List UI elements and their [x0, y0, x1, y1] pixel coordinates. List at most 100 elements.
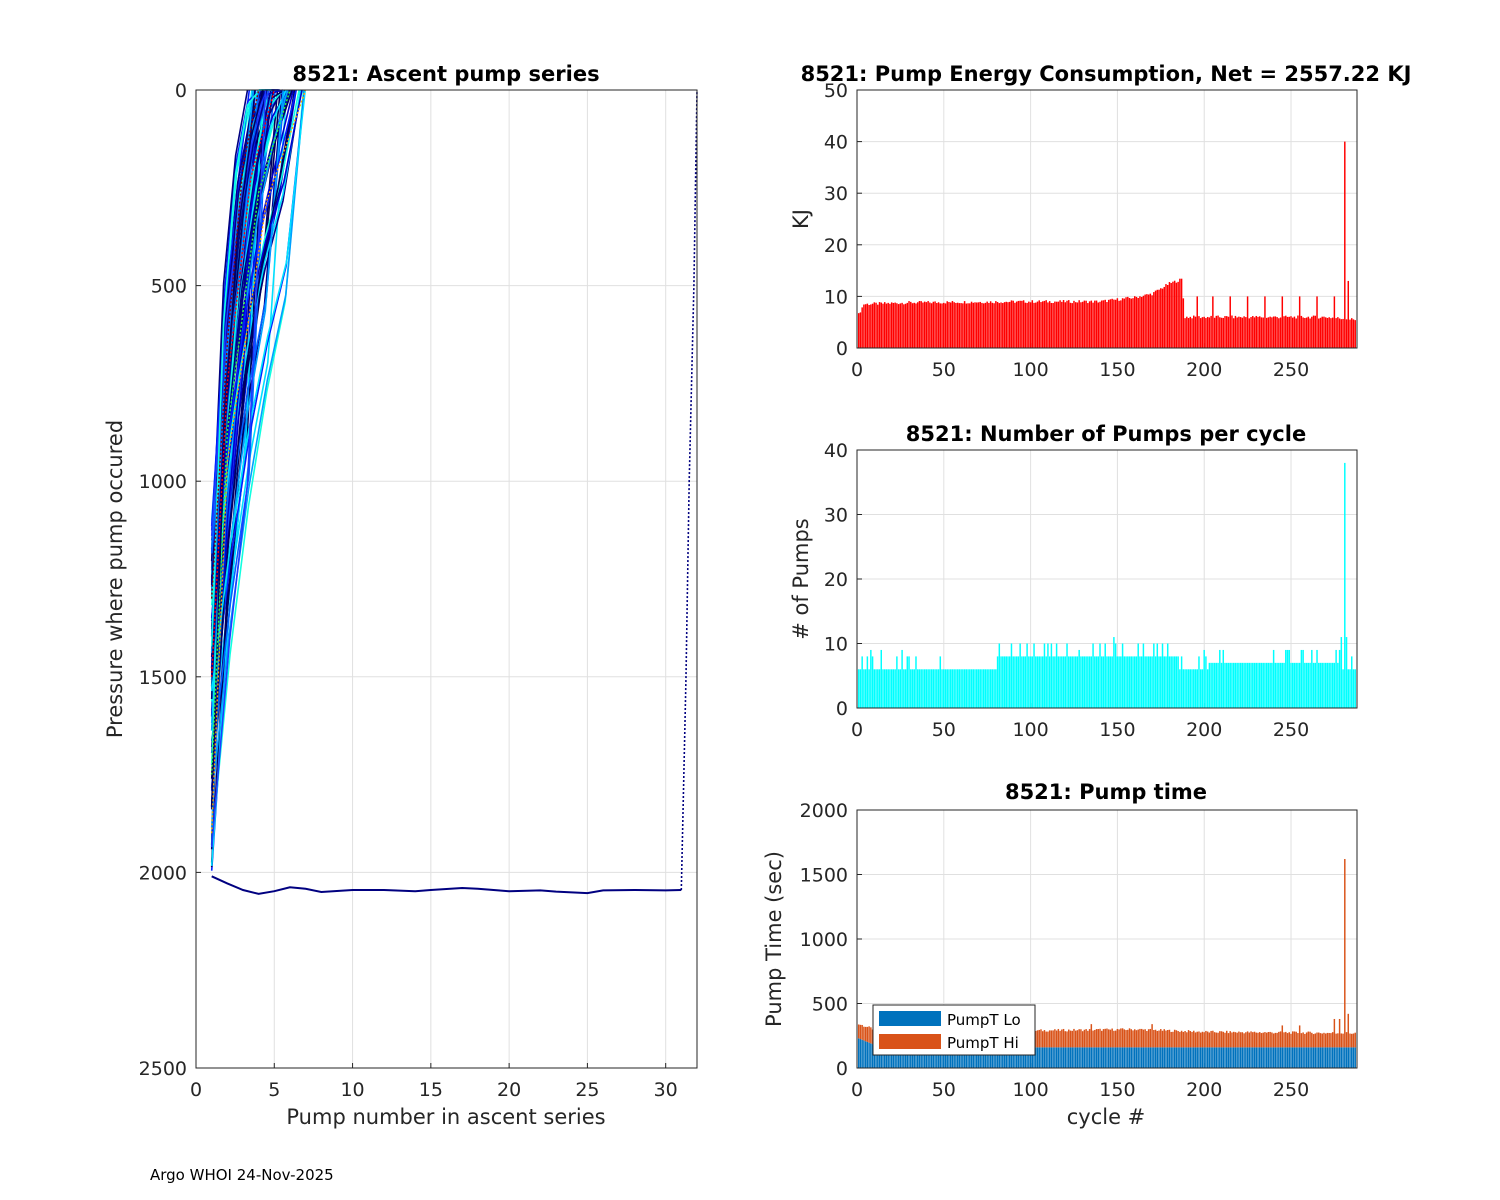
pumptime-bar-hi: [1219, 1031, 1221, 1048]
pumptime-bar-lo: [1186, 1047, 1188, 1068]
pumps-bar: [1106, 656, 1108, 708]
pumps-bar: [1054, 656, 1056, 708]
pumps-bar: [915, 656, 917, 708]
energy-bar: [890, 302, 893, 348]
pumps-bar: [1236, 662, 1238, 708]
energy-bar: [1045, 300, 1047, 348]
pumps-bar: [1130, 656, 1132, 708]
energy-bar: [1083, 300, 1086, 348]
pumps-bar: [1029, 656, 1032, 708]
pumps-bar: [868, 669, 870, 708]
pumps-bar: [1118, 656, 1120, 708]
pumps-bar: [969, 669, 971, 708]
pumps-bar: [1000, 656, 1002, 708]
pumps-bar: [1229, 662, 1231, 708]
pumptime-bar-hi: [1333, 1018, 1336, 1048]
energy-bar: [1184, 318, 1186, 348]
pumptime-bar-lo: [1196, 1047, 1198, 1068]
pumptime-bar-hi: [1080, 1029, 1082, 1048]
pumptime-bar-lo: [1130, 1047, 1132, 1068]
y-tick-label: 0: [836, 338, 848, 360]
pumps-bar: [1010, 643, 1013, 708]
pumps-bar: [958, 669, 961, 708]
pumps-bar: [1153, 643, 1155, 708]
pumptime-bar-hi: [1114, 1030, 1117, 1048]
pumptime-bar-hi: [1163, 1029, 1165, 1048]
energy-bar: [871, 303, 874, 348]
pumps-bar: [1239, 662, 1242, 708]
pumptime-bar-hi: [1295, 1031, 1297, 1048]
pumptime-bar-hi: [1193, 1030, 1195, 1048]
energy-bar: [1003, 302, 1006, 348]
pumptime-bar-lo: [1281, 1047, 1284, 1068]
pumps-bar: [1323, 662, 1325, 708]
pumps-bar: [1123, 656, 1126, 708]
pumptime-bar-hi: [1285, 1031, 1287, 1048]
pumptime-bar-lo: [1274, 1047, 1277, 1068]
pumps-bar: [1182, 669, 1185, 708]
pumps-bar: [1340, 637, 1343, 708]
pumptime-bar-hi: [1154, 1029, 1157, 1048]
x-tick-label: 150: [1099, 359, 1135, 381]
energy-bar: [1182, 298, 1185, 348]
pumptime-bar-lo: [1033, 1047, 1035, 1068]
energy-bar: [887, 302, 889, 348]
pumptime-bar-lo: [1321, 1047, 1323, 1068]
pumptime-bar-lo: [889, 1045, 891, 1068]
energy-bar: [1238, 316, 1240, 348]
pumps-bar: [1305, 662, 1308, 708]
y-tick-label: 1000: [139, 471, 187, 493]
pumps-bar: [1097, 656, 1100, 708]
pumptime-bar-lo: [1144, 1047, 1146, 1068]
pumps-bar: [1114, 643, 1117, 708]
energy-bar: [1147, 294, 1150, 348]
pumps-bar: [1269, 662, 1271, 708]
pumptime-bar-hi: [1035, 1030, 1037, 1048]
pumps-bar: [1281, 662, 1284, 708]
pumps-bar: [1196, 669, 1198, 708]
energy-bar: [1035, 302, 1037, 348]
pumptime-bar-lo: [913, 1045, 915, 1068]
pumptime-bar-hi: [1147, 1029, 1150, 1048]
pumps-bar: [995, 669, 997, 708]
pumps-bar: [1193, 669, 1195, 708]
pumps-bar: [1222, 649, 1225, 708]
energy-bar: [1180, 278, 1183, 348]
pumps-bar: [918, 669, 921, 708]
energy-bar: [1055, 301, 1058, 348]
energy-bars: [857, 141, 1356, 348]
pumps-bar: [1290, 662, 1292, 708]
energy-bar: [991, 302, 994, 348]
pumptime-bar-hi: [1121, 1028, 1124, 1048]
pumptime-bar-hi: [1319, 1033, 1322, 1048]
pumptime-bar-hi: [1347, 1013, 1350, 1048]
pumptime-bar-hi: [1324, 1033, 1327, 1048]
energy-bar: [1036, 301, 1039, 348]
energy-bar: [981, 302, 983, 348]
pumptime-bar-hi: [1304, 1033, 1306, 1048]
pumps-bar: [988, 669, 990, 708]
pumps-bar: [880, 649, 882, 708]
pumps-bar: [986, 669, 988, 708]
pumptime-bar-lo: [960, 1046, 962, 1068]
pumps-bar: [1224, 662, 1226, 708]
y-tick-label: 0: [175, 80, 187, 102]
pumptime-bar-lo: [1074, 1047, 1077, 1068]
pumptime-bar-hi: [1066, 1031, 1068, 1048]
pumps-bar: [1212, 662, 1214, 708]
pumptime-bar-lo: [1193, 1047, 1195, 1068]
energy-bar: [1321, 316, 1323, 348]
pumptime-bar-lo: [1104, 1047, 1106, 1068]
pumptime-bar-lo: [870, 1043, 872, 1068]
energy-bar: [913, 302, 915, 348]
pumps-bar: [1133, 656, 1136, 708]
pumps-bar: [1189, 669, 1192, 708]
pumps-bar: [1231, 662, 1233, 708]
y-tick-label: 10: [824, 634, 848, 656]
pumps-bar: [1318, 662, 1320, 708]
pumptime-bar-lo: [1220, 1047, 1223, 1068]
pumps-bar: [1003, 656, 1006, 708]
pumps-bar: [1226, 662, 1228, 708]
ascent-ylabel: Pressure where pump occured: [103, 420, 127, 738]
pumps-bar: [1206, 669, 1209, 708]
